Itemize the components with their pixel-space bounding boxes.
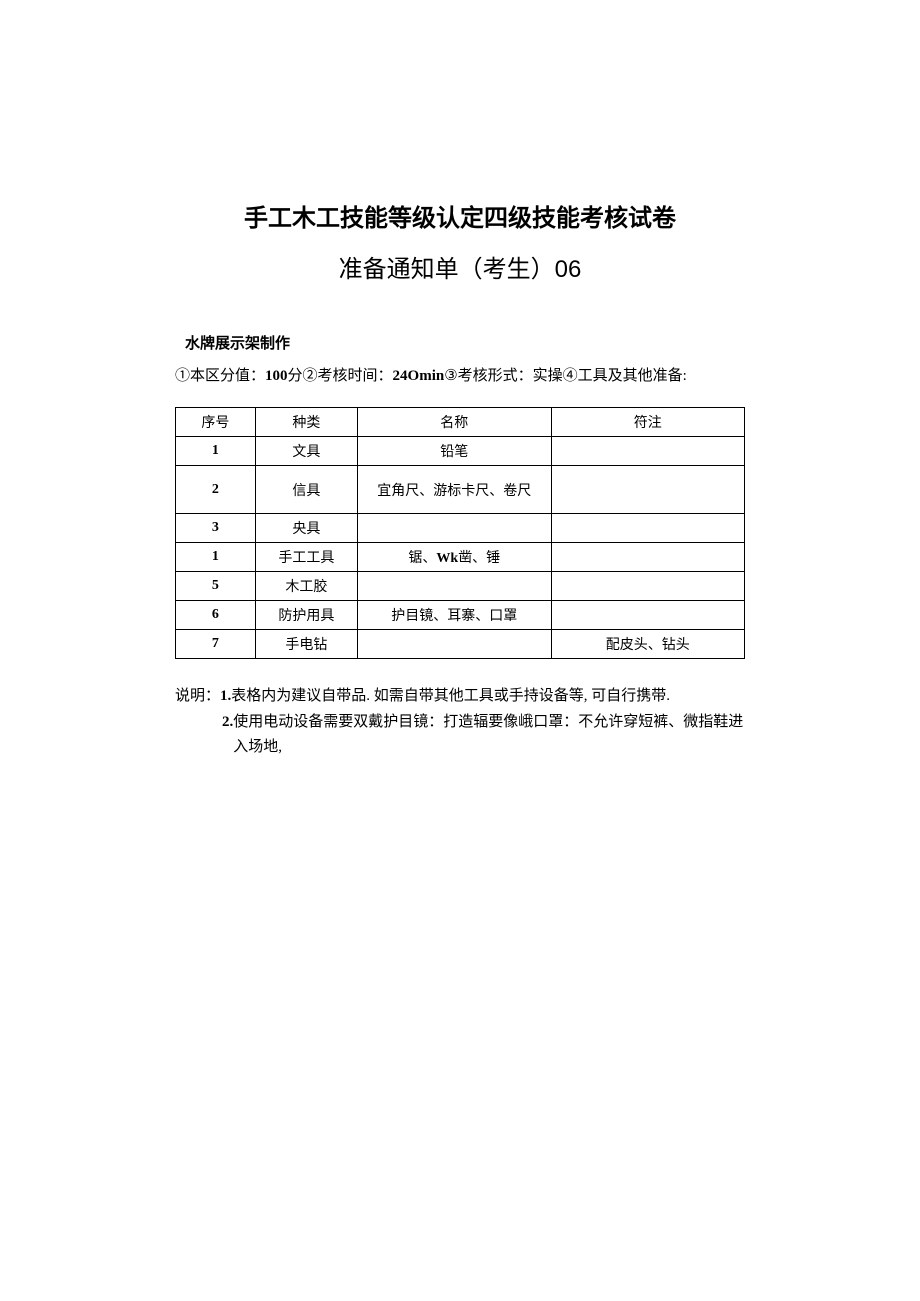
- cell-note: [551, 437, 744, 466]
- table-row: 1手工工具锯、Wk凿、锤: [176, 543, 745, 572]
- cell-seq: 5: [176, 572, 256, 601]
- th-seq: 序号: [176, 408, 256, 437]
- cell-name: 护目镜、耳寨、口罩: [358, 601, 551, 630]
- info-part2: 分②考核时间：: [288, 368, 393, 384]
- cell-seq: 1: [176, 543, 256, 572]
- notes-block: 说明：1. 表格内为建议自带品. 如需自带其他工具或手持设备等, 可自行携带. …: [175, 684, 745, 761]
- notes-label: 说明：: [175, 684, 220, 710]
- cell-type: 手电钻: [255, 630, 357, 659]
- cell-seq: 2: [176, 466, 256, 514]
- cell-name: [358, 572, 551, 601]
- info-score: 100: [265, 368, 288, 384]
- cell-name: [358, 514, 551, 543]
- note-item-1: 说明：1. 表格内为建议自带品. 如需自带其他工具或手持设备等, 可自行携带.: [175, 684, 745, 710]
- sub-title: 准备通知单（考生）06: [175, 248, 745, 291]
- table-row: 5木工胶: [176, 572, 745, 601]
- info-duration: 24Omin: [393, 368, 445, 384]
- cell-note: [551, 543, 744, 572]
- note-1-num: 1.: [220, 684, 231, 710]
- table-row: 3央具: [176, 514, 745, 543]
- cell-note: 配皮头、钻头: [551, 630, 744, 659]
- info-part3: ③考核形式：实操④工具及其他准备:: [444, 368, 687, 384]
- table-row: 1文具铅笔: [176, 437, 745, 466]
- section-header: 水牌展示架制作: [185, 332, 745, 353]
- cell-seq: 6: [176, 601, 256, 630]
- table-row: 2信具宜角尺、游标卡尺、卷尺: [176, 466, 745, 514]
- cell-type: 文具: [255, 437, 357, 466]
- cell-type: 防护用具: [255, 601, 357, 630]
- cell-type: 木工胶: [255, 572, 357, 601]
- cell-name: 宜角尺、游标卡尺、卷尺: [358, 466, 551, 514]
- main-title: 手工木工技能等级认定四级技能考核试卷: [175, 200, 745, 238]
- cell-note: [551, 572, 744, 601]
- cell-seq: 7: [176, 630, 256, 659]
- table-row: 7手电钻 配皮头、钻头: [176, 630, 745, 659]
- th-name: 名称: [358, 408, 551, 437]
- cell-note: [551, 466, 744, 514]
- note-2-text: 使用电动设备需要双戴护目镜：打造辐要像峨口罩：不允许穿短裤、微指鞋进入场地,: [233, 710, 745, 761]
- info-part1: ①本区分值：: [175, 368, 265, 384]
- cell-seq: 3: [176, 514, 256, 543]
- cell-type: 央具: [255, 514, 357, 543]
- table-header-row: 序号 种类 名称 符注: [176, 408, 745, 437]
- cell-seq: 1: [176, 437, 256, 466]
- note-item-2: 2.使用电动设备需要双戴护目镜：打造辐要像峨口罩：不允许穿短裤、微指鞋进入场地,: [175, 710, 745, 761]
- cell-name: 锯、Wk凿、锤: [358, 543, 551, 572]
- th-note: 符注: [551, 408, 744, 437]
- th-type: 种类: [255, 408, 357, 437]
- cell-name: [358, 630, 551, 659]
- cell-type: 手工工具: [255, 543, 357, 572]
- cell-note: [551, 601, 744, 630]
- info-line: ①本区分值：100分②考核时间：24Omin③考核形式：实操④工具及其他准备:: [175, 365, 745, 388]
- cell-type: 信具: [255, 466, 357, 514]
- cell-name: 铅笔: [358, 437, 551, 466]
- tools-table: 序号 种类 名称 符注 1文具铅笔2信具宜角尺、游标卡尺、卷尺3央具1手工工具锯…: [175, 407, 745, 659]
- title-block: 手工木工技能等级认定四级技能考核试卷 准备通知单（考生）06: [175, 200, 745, 292]
- cell-note: [551, 514, 744, 543]
- table-row: 6防护用具护目镜、耳寨、口罩: [176, 601, 745, 630]
- note-2-num: 2.: [222, 710, 233, 761]
- note-1-text: 表格内为建议自带品. 如需自带其他工具或手持设备等, 可自行携带.: [231, 684, 745, 710]
